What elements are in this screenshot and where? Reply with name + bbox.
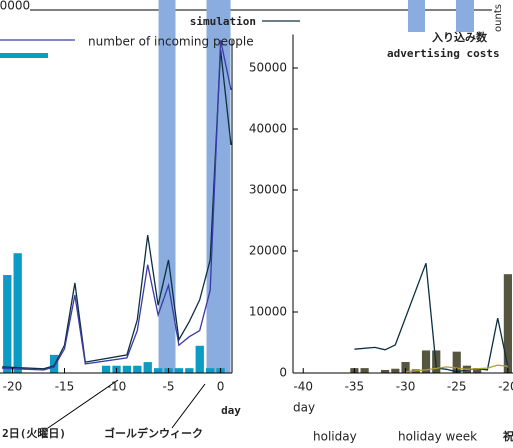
annotation: 祝 [503, 429, 513, 443]
y-tick-label: 20000 [249, 244, 287, 258]
bar [185, 368, 194, 373]
bar [13, 253, 22, 373]
holiday-span [158, 0, 176, 373]
legend-label: number of incoming people [88, 35, 254, 49]
holiday-span [206, 0, 231, 373]
x-tick-label: -25 [447, 380, 467, 394]
bar [421, 350, 431, 373]
legend-swatch [0, 53, 48, 58]
x-tick-label: -15 [55, 380, 75, 394]
y2-axis-label: ounts [493, 4, 504, 32]
bar [122, 365, 132, 373]
y-tick-label: 30000 [249, 183, 287, 197]
line [405, 364, 508, 373]
x-tick-label: -20 [498, 380, 513, 394]
y-tick-label: 60000 [0, 0, 30, 13]
bar [101, 365, 111, 373]
bar [381, 369, 390, 373]
line [354, 262, 509, 373]
y-tick-label: 10000 [249, 305, 287, 319]
line [2, 40, 232, 371]
x-axis-label: day [293, 401, 315, 415]
legend-label: advertising costs [387, 47, 500, 60]
x-tick-label: -40 [293, 380, 313, 394]
legend-label: simulation [190, 15, 256, 28]
line [2, 49, 232, 370]
x-axis-label: day [221, 404, 241, 417]
y-tick-label: 40000 [249, 122, 287, 136]
annotation: holiday [313, 430, 357, 444]
bar [473, 368, 482, 373]
bar [360, 368, 369, 373]
bar [391, 368, 400, 373]
legend-label: 入り込み数 [432, 30, 488, 44]
bar [153, 368, 163, 373]
annotation-pointer [47, 379, 119, 429]
x-tick-label: 0 [217, 380, 225, 394]
annotation: ゴールデンウィーク [104, 426, 203, 440]
bar [401, 362, 410, 373]
span-fragment [456, 0, 474, 32]
bar [3, 274, 12, 373]
annotation-pointer [171, 383, 206, 429]
bar [452, 351, 461, 373]
x-tick-label: -20 [3, 380, 23, 394]
x-tick-label: -5 [163, 380, 175, 394]
bar [143, 362, 152, 373]
y-tick-label: 0 [279, 366, 287, 380]
bar [49, 354, 59, 373]
x-tick-label: -30 [396, 380, 416, 394]
bar [503, 274, 512, 373]
bar [174, 368, 184, 373]
span-fragment [408, 0, 425, 32]
bar [205, 368, 215, 373]
annotation: holiday week [398, 430, 477, 444]
x-tick-label: -10 [107, 380, 127, 394]
bar [133, 365, 142, 373]
bar [195, 345, 204, 373]
y-tick-label: 50000 [249, 61, 287, 75]
x-tick-label: -35 [345, 380, 365, 394]
annotation: 2日(火曜日) [2, 427, 66, 440]
